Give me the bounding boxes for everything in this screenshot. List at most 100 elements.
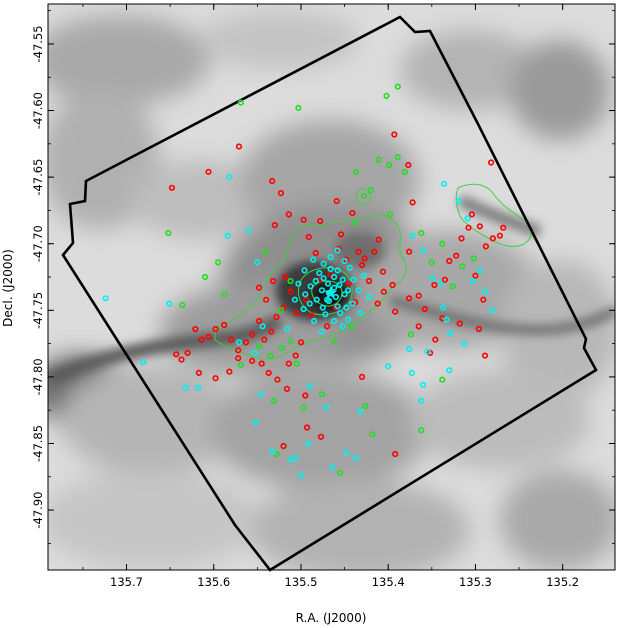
red-source-point bbox=[249, 357, 256, 365]
y-tick-label: -47.55 bbox=[31, 25, 45, 62]
red-source-point bbox=[273, 313, 280, 321]
cyan-source-point bbox=[341, 257, 348, 265]
red-source-point bbox=[212, 325, 219, 333]
red-source-point bbox=[268, 328, 275, 335]
cyan-source-point bbox=[420, 247, 427, 254]
red-source-point bbox=[371, 248, 378, 255]
cyan-source-point bbox=[182, 384, 189, 391]
cyan-source-point bbox=[319, 304, 326, 311]
red-source-point bbox=[349, 210, 356, 217]
red-source-point bbox=[365, 277, 373, 285]
cyan-source-point bbox=[343, 449, 350, 456]
green-source-point bbox=[367, 187, 374, 194]
cyan-source-point bbox=[287, 456, 294, 463]
green-source-point bbox=[352, 219, 359, 226]
green-source-point bbox=[383, 92, 390, 99]
cyan-source-point bbox=[316, 269, 323, 277]
green-source-point bbox=[287, 277, 294, 285]
cyan-source-point bbox=[257, 391, 264, 398]
red-source-point bbox=[235, 143, 243, 150]
cyan-source-point bbox=[307, 283, 314, 290]
cyan-source-point bbox=[300, 305, 307, 313]
cyan-source-point bbox=[329, 464, 336, 471]
green-source-point bbox=[201, 273, 209, 281]
red-source-point bbox=[361, 255, 368, 262]
green-source-point bbox=[470, 255, 477, 262]
red-source-point bbox=[391, 131, 398, 138]
cyan-source-point bbox=[469, 277, 476, 285]
cyan-source-point bbox=[341, 291, 348, 298]
red-source-point bbox=[263, 296, 270, 303]
red-source-point bbox=[226, 368, 233, 375]
red-source-point bbox=[178, 356, 185, 363]
red-source-point bbox=[270, 277, 277, 285]
red-source-point bbox=[305, 234, 312, 241]
red-source-point bbox=[303, 296, 310, 303]
cyan-source-point bbox=[339, 323, 346, 330]
plot-frame bbox=[47, 3, 616, 571]
cyan-source-point bbox=[291, 296, 299, 303]
cyan-source-point bbox=[224, 232, 231, 239]
red-source-point bbox=[476, 223, 483, 230]
red-source-point bbox=[465, 224, 472, 231]
sky-image bbox=[48, 4, 615, 570]
cyan-source-point bbox=[481, 288, 489, 295]
red-source-point bbox=[293, 309, 300, 317]
green-source-point bbox=[273, 451, 280, 458]
green-source-point bbox=[237, 361, 244, 369]
green-source-point bbox=[418, 230, 425, 237]
red-source-point bbox=[389, 281, 396, 289]
green-source-point bbox=[278, 344, 285, 351]
green-source-point bbox=[256, 343, 263, 350]
red-source-point bbox=[446, 257, 453, 265]
red-source-point bbox=[235, 355, 242, 362]
red-source-point bbox=[205, 168, 212, 175]
red-source-point bbox=[235, 347, 242, 354]
red-source-point bbox=[317, 433, 325, 440]
red-source-point bbox=[269, 178, 276, 185]
series-cyan bbox=[102, 174, 496, 479]
cyan-source-point bbox=[297, 472, 305, 479]
cyan-source-point bbox=[331, 317, 338, 325]
green-source-point bbox=[418, 427, 425, 434]
cyan-source-point bbox=[455, 198, 463, 205]
cyan-source-point bbox=[334, 247, 341, 254]
red-source-point bbox=[406, 295, 413, 302]
red-source-point bbox=[256, 317, 263, 325]
cyan-source-point bbox=[304, 440, 312, 447]
green-source-point bbox=[277, 307, 285, 314]
cyan-source-point bbox=[295, 280, 302, 287]
red-source-point bbox=[280, 443, 287, 450]
red-source-point bbox=[249, 331, 256, 338]
cyan-source-point bbox=[437, 280, 444, 287]
red-source-point bbox=[468, 211, 476, 218]
cluster-center-star bbox=[324, 286, 338, 299]
cyan-source-point bbox=[283, 325, 291, 333]
x-tick-label: 135.6 bbox=[197, 575, 230, 589]
series-green bbox=[165, 83, 477, 476]
green-source-point bbox=[348, 323, 355, 330]
red-source-point bbox=[405, 162, 412, 169]
red-source-point bbox=[392, 451, 399, 458]
green-source-point bbox=[394, 154, 401, 161]
red-source-point bbox=[212, 375, 219, 382]
cyan-source-point bbox=[252, 419, 259, 426]
red-source-point bbox=[480, 296, 487, 303]
red-source-point bbox=[168, 184, 175, 191]
red-source-point bbox=[380, 288, 387, 295]
red-source-point bbox=[173, 351, 180, 358]
green-source-point bbox=[318, 391, 326, 398]
red-source-point bbox=[277, 190, 285, 197]
red-source-point bbox=[453, 252, 460, 259]
y-tick-label: -47.90 bbox=[31, 492, 45, 529]
cyan-source-point bbox=[334, 267, 341, 274]
cyan-source-point bbox=[440, 180, 448, 187]
red-source-point bbox=[302, 392, 309, 399]
y-tick-label: -47.80 bbox=[31, 358, 45, 395]
cyan-source-point bbox=[334, 303, 341, 310]
red-source-point bbox=[285, 211, 292, 218]
cyan-source-point bbox=[306, 383, 313, 390]
cyan-source-point bbox=[464, 215, 471, 222]
green-source-point bbox=[267, 352, 274, 359]
cyan-source-point bbox=[302, 291, 309, 298]
